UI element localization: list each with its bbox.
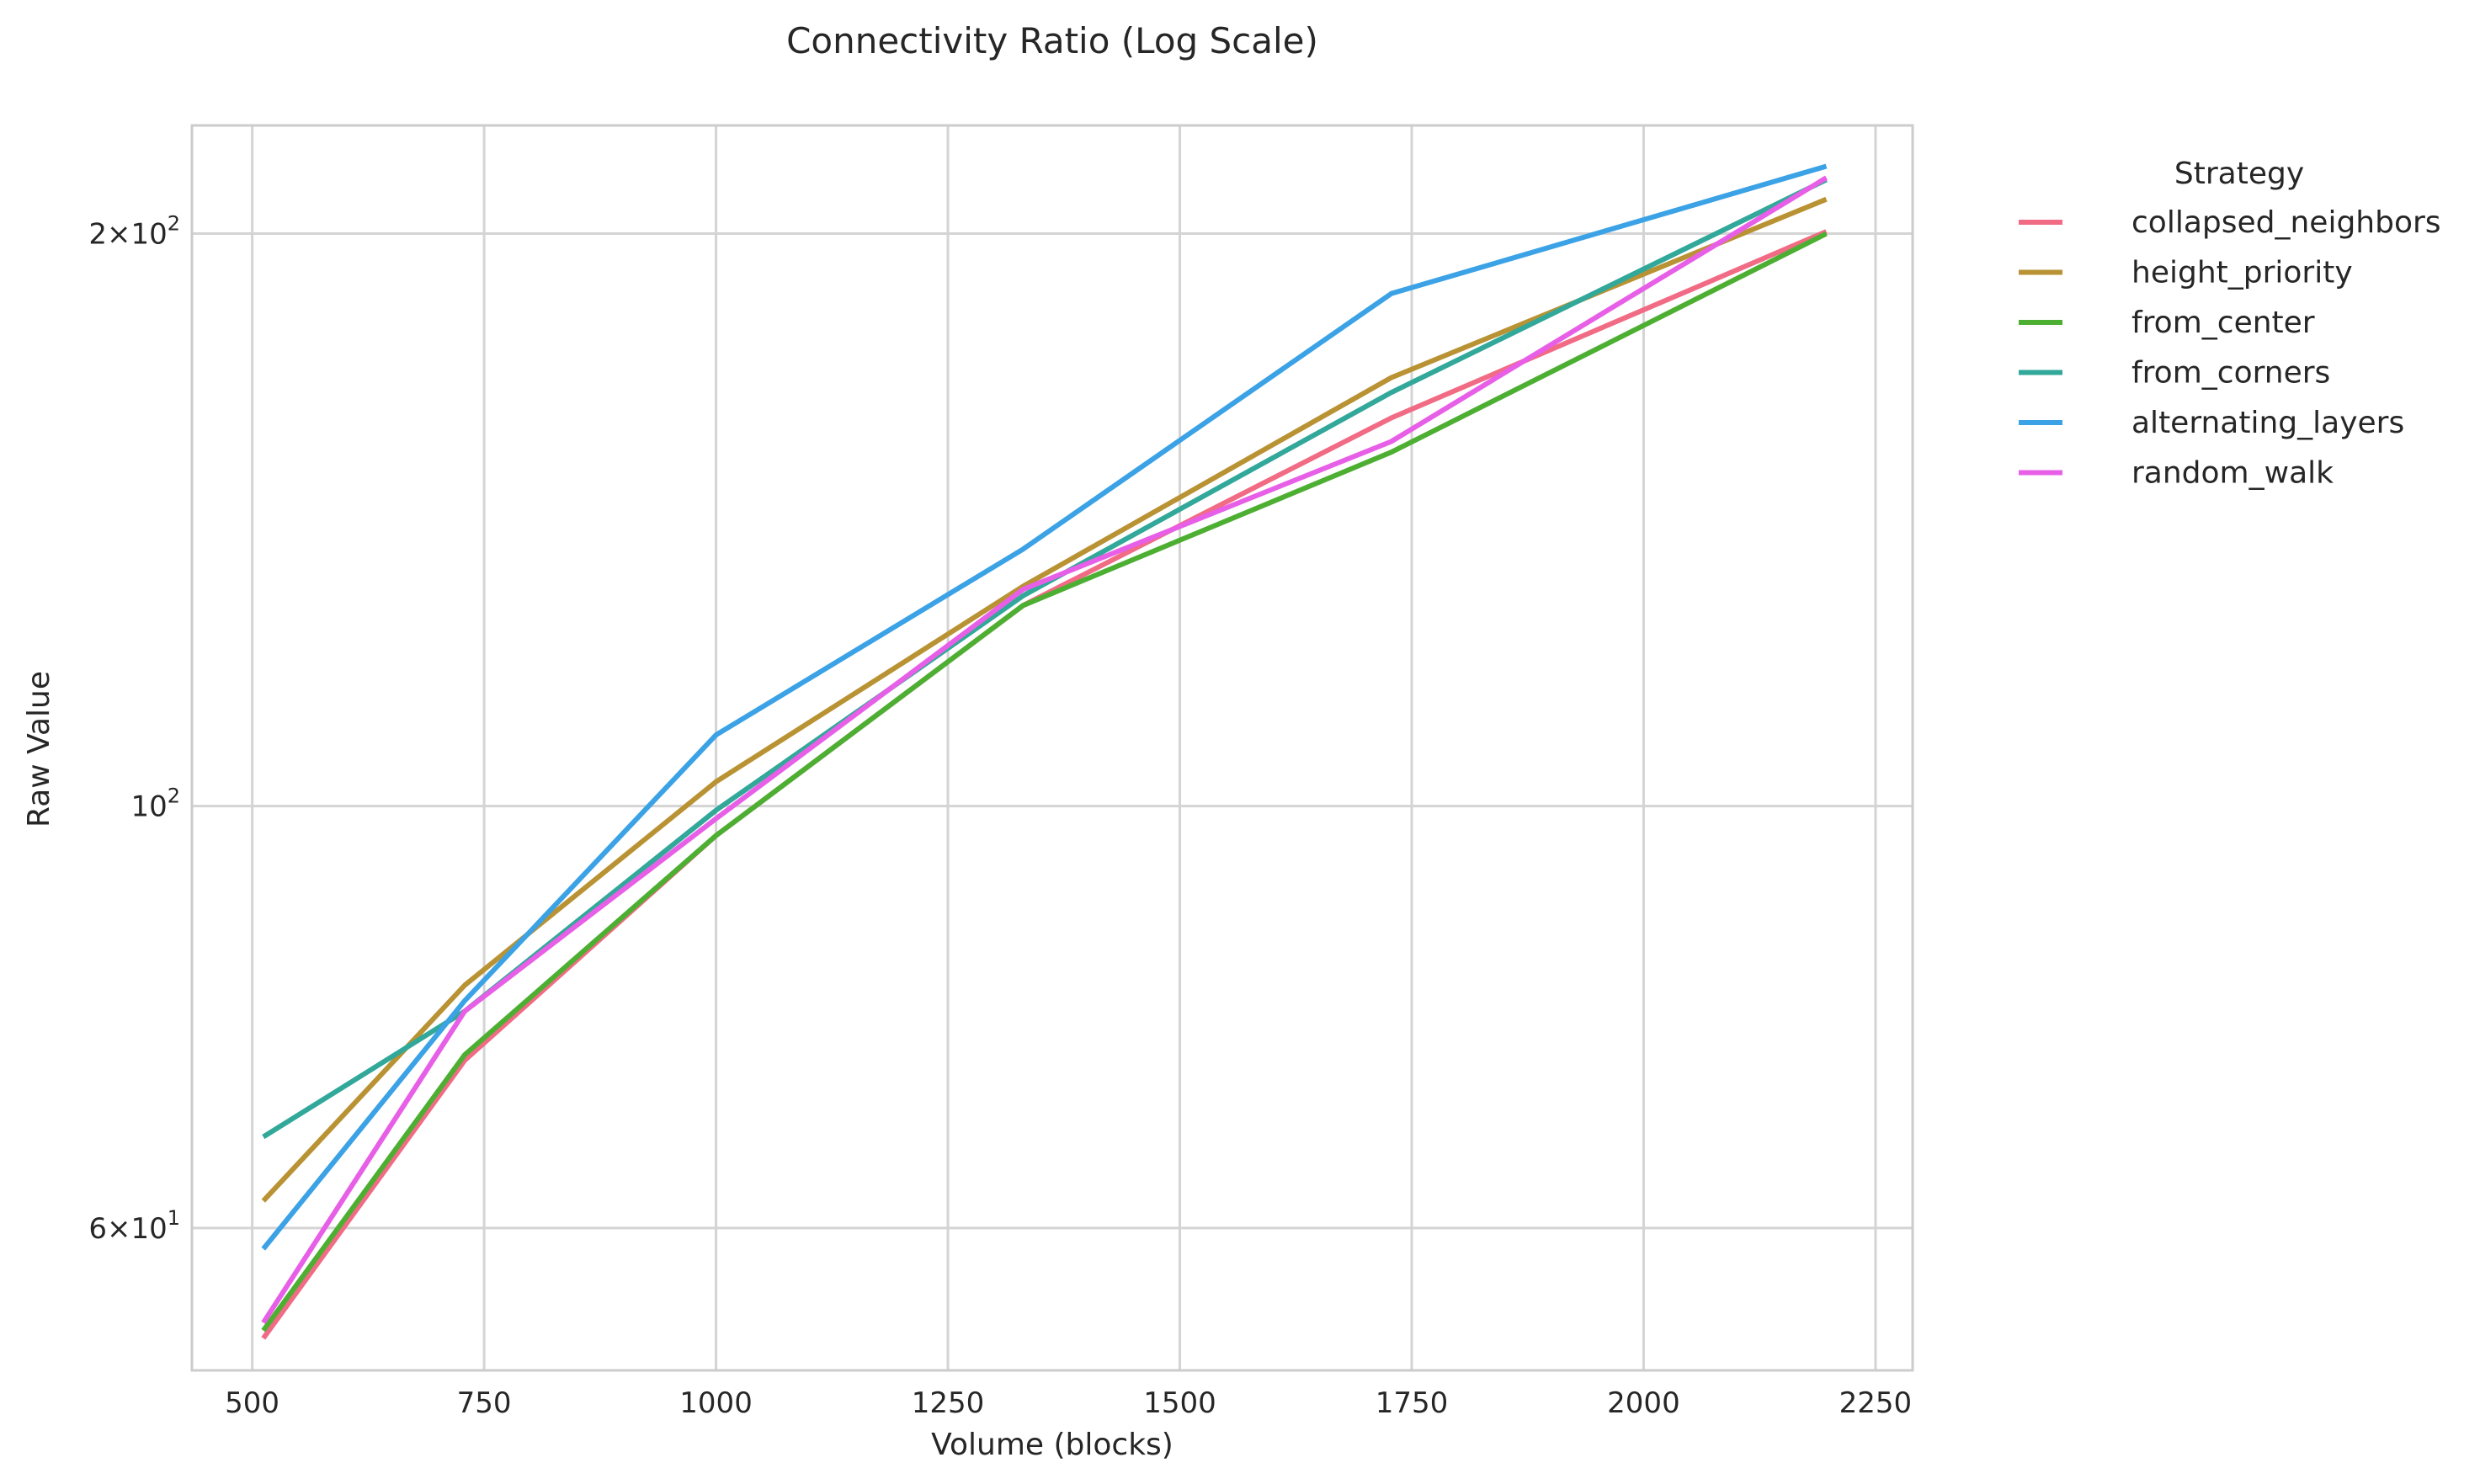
x-tick-label: 1000: [679, 1386, 753, 1420]
x-tick-label: 1500: [1143, 1386, 1216, 1420]
legend-title: Strategy: [2174, 157, 2304, 191]
y-tick-label: 2×102: [88, 212, 180, 252]
series-line-from-corners: [262, 177, 1828, 1140]
legend-label-random-walk: random_walk: [2131, 456, 2334, 491]
legend-label-from-center: from_center: [2131, 306, 2315, 340]
grid: [192, 125, 1913, 1370]
legend: Strategy collapsed_neighbors height_prior…: [2019, 157, 2441, 491]
series-line-random-walk: [261, 175, 1828, 1325]
y-tick-label: 102: [130, 785, 180, 824]
x-axis-ticks: 500 750 1000 1250 1500 1750 2000 2250: [225, 1386, 1912, 1420]
legend-label-from-corners: from_corners: [2131, 356, 2330, 391]
legend-label-height-priority: height_priority: [2131, 256, 2353, 290]
y-tick-label: 6×101: [88, 1206, 180, 1246]
x-tick-label: 2250: [1839, 1386, 1913, 1420]
series-lines: [261, 163, 1828, 1340]
chart-title: Connectivity Ratio (Log Scale): [786, 20, 1318, 61]
series-line-alternating-layers: [261, 163, 1828, 1251]
x-axis-label: Volume (blocks): [931, 1428, 1173, 1462]
plot-frame: [190, 124, 1914, 1372]
y-axis-label: Raw Value: [22, 671, 56, 827]
x-tick-label: 1750: [1376, 1386, 1449, 1420]
y-axis-ticks: 6×101 102 2×102: [88, 212, 180, 1246]
series-line-collapsed-neighbors: [261, 229, 1828, 1340]
series-line-from-center: [261, 231, 1828, 1332]
x-tick-label: 750: [457, 1386, 512, 1420]
x-tick-label: 2000: [1607, 1386, 1680, 1420]
legend-label-collapsed-neighbors: collapsed_neighbors: [2131, 205, 2441, 240]
x-tick-label: 1250: [912, 1386, 985, 1420]
series-line-height-priority: [261, 196, 1828, 1203]
x-tick-label: 500: [225, 1386, 279, 1420]
legend-label-alternating-layers: alternating_layers: [2131, 406, 2404, 440]
